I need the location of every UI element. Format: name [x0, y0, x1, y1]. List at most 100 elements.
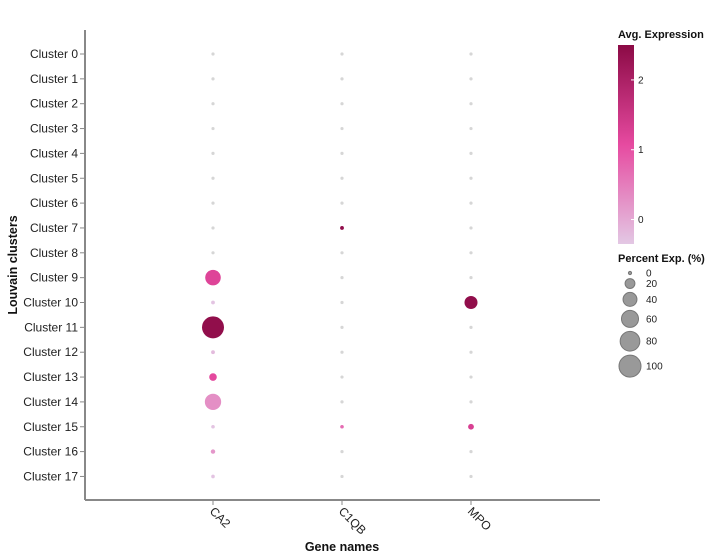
- data-point: [468, 423, 474, 430]
- data-point: [211, 151, 215, 155]
- data-point: [211, 350, 215, 355]
- data-point: [340, 52, 344, 56]
- data-point: [211, 126, 215, 131]
- x-axis-title: Gene names: [305, 540, 379, 554]
- size-legend-label: 80: [646, 337, 658, 348]
- y-tick-label: Cluster 15: [23, 420, 78, 434]
- x-tick-label: MPO: [465, 504, 494, 533]
- data-point: [469, 350, 473, 354]
- y-tick-label: Cluster 12: [23, 345, 78, 359]
- data-point: [469, 276, 473, 280]
- size-legend-dot: [624, 278, 636, 289]
- data-point: [202, 316, 224, 339]
- data-point: [469, 251, 473, 255]
- data-point: [340, 276, 344, 280]
- data-point: [211, 102, 215, 106]
- y-tick-label: Cluster 10: [23, 296, 78, 310]
- data-point: [340, 350, 344, 354]
- color-legend-bar: [618, 45, 634, 244]
- data-point: [211, 226, 215, 230]
- data-point: [340, 300, 344, 305]
- axes-layer: Cluster 0 Cluster 1 Cluster 2 Cluster 3 Clus…: [6, 30, 600, 554]
- data-point: [469, 151, 473, 155]
- size-legend-dot: [618, 354, 642, 378]
- size-legend-title: Percent Exp. (%): [618, 253, 705, 265]
- y-tick-label: Cluster 5: [30, 171, 78, 185]
- data-point: [211, 77, 215, 81]
- color-legend-title: Avg. Expression: [618, 29, 704, 41]
- data-point: [469, 176, 473, 180]
- y-tick-label: Cluster 2: [30, 97, 78, 111]
- data-point: [209, 373, 217, 381]
- data-point: [340, 102, 344, 106]
- y-tick-label: Cluster 16: [23, 445, 78, 459]
- data-point: [340, 126, 344, 131]
- y-tick-label: Cluster 4: [30, 146, 78, 160]
- data-point: [340, 176, 344, 180]
- size-legend-label: 60: [646, 314, 658, 325]
- data-point: [469, 226, 473, 230]
- size-legend-label: 20: [646, 279, 658, 290]
- color-legend-tick-label: 0: [638, 215, 644, 226]
- data-point: [211, 52, 215, 56]
- data-point: [340, 450, 344, 454]
- y-tick-label: Cluster 8: [30, 246, 78, 260]
- data-point: [469, 450, 473, 454]
- x-tick-label: CA2: [207, 504, 234, 531]
- data-point: [469, 102, 473, 106]
- data-point: [205, 269, 221, 286]
- data-point: [340, 251, 344, 255]
- size-legend-dot: [619, 330, 641, 352]
- data-point: [469, 400, 473, 404]
- y-tick-label: Cluster 3: [30, 122, 78, 136]
- data-point: [211, 474, 215, 479]
- y-tick-label: Cluster 13: [23, 370, 78, 384]
- data-point: [340, 77, 344, 81]
- data-point: [464, 295, 478, 310]
- data-point: [469, 126, 473, 131]
- points-layer: [202, 52, 478, 479]
- data-point: [340, 226, 344, 230]
- data-point: [211, 251, 215, 255]
- data-point: [469, 474, 473, 479]
- data-point: [340, 151, 344, 155]
- x-tick-label: C1QB: [336, 504, 369, 537]
- data-point: [211, 176, 215, 180]
- size-legend-dot: [620, 309, 640, 328]
- data-point: [211, 424, 215, 429]
- data-point: [340, 400, 344, 404]
- data-point: [469, 325, 473, 329]
- data-point: [340, 201, 344, 205]
- y-axis-title: Louvain clusters: [6, 215, 20, 314]
- data-point: [211, 201, 215, 205]
- data-point: [469, 201, 473, 205]
- data-point: [340, 375, 344, 379]
- y-tick-label: Cluster 6: [30, 196, 78, 210]
- data-point: [340, 325, 344, 329]
- data-point: [469, 375, 473, 379]
- y-tick-label: Cluster 14: [23, 395, 78, 409]
- size-legend-dot: [627, 270, 633, 276]
- data-point: [340, 474, 344, 479]
- size-legend-label: 0: [646, 269, 652, 280]
- size-legend-label: 40: [646, 295, 658, 306]
- data-point: [469, 77, 473, 81]
- data-point: [340, 424, 344, 429]
- color-legend-tick-label: 2: [638, 75, 644, 86]
- color-legend-tick-label: 1: [638, 145, 644, 156]
- y-tick-label: Cluster 1: [30, 72, 78, 86]
- data-point: [204, 393, 222, 411]
- y-tick-label: Cluster 11: [24, 320, 78, 334]
- y-tick-label: Cluster 17: [23, 469, 78, 483]
- data-point: [210, 449, 216, 454]
- size-legend-dot: [622, 291, 638, 307]
- y-tick-label: Cluster 9: [30, 271, 78, 285]
- data-point: [469, 52, 473, 56]
- y-tick-label: Cluster 7: [30, 221, 78, 235]
- size-legend-label: 100: [646, 362, 663, 373]
- y-tick-label: Cluster 0: [30, 47, 78, 61]
- data-point: [211, 300, 215, 305]
